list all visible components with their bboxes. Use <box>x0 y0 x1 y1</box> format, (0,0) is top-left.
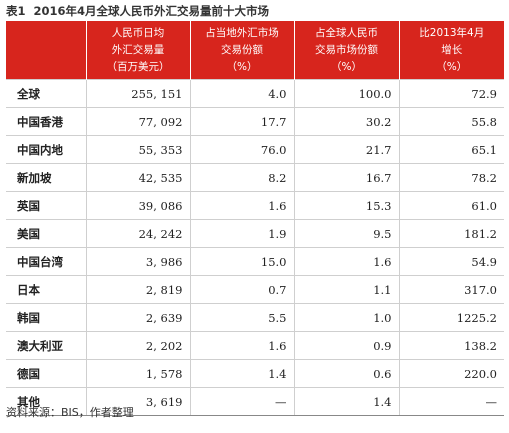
header-line: 增长 <box>441 43 463 56</box>
cell-local-share: 76.0 <box>189 135 294 164</box>
header-line: （%） <box>226 60 258 73</box>
cell-volume: 24, 242 <box>85 219 190 248</box>
cell-local-share: 15.0 <box>189 247 294 276</box>
header-line: （%） <box>331 60 362 73</box>
table-row: 全球 255, 151 4.0 100.0 72.9 <box>6 79 504 108</box>
cell-region: 新加坡 <box>6 163 86 192</box>
cell-volume: 3, 619 <box>85 387 190 416</box>
table-number: 表1 <box>6 4 26 18</box>
cell-growth: 220.0 <box>398 359 504 388</box>
table-row: 新加坡 42, 535 8.2 16.7 78.2 <box>6 163 504 192</box>
cell-local-share: 1.6 <box>189 191 294 220</box>
cell-local-share: 8.2 <box>189 163 294 192</box>
table-row: 澳大利亚 2, 202 1.6 0.9 138.2 <box>6 331 504 360</box>
cell-global-share: 0.6 <box>293 359 399 388</box>
cell-region: 中国台湾 <box>6 247 86 276</box>
cell-region: 中国内地 <box>6 135 86 164</box>
cell-local-share: 4.0 <box>189 79 294 108</box>
table-header-row: 人民币日均 外汇交易量 （百万美元） 占当地外汇市场 交易份额 （%） 占全球人民币 交易市场… <box>6 21 504 80</box>
cell-region: 日本 <box>6 275 86 304</box>
cell-region: 英国 <box>6 191 86 220</box>
cell-growth: 54.9 <box>398 247 504 276</box>
table-caption: 表1 2016年4月全球人民币外汇交易量前十大市场 <box>6 2 269 20</box>
cell-region: 美国 <box>6 219 86 248</box>
cell-growth: — <box>398 387 504 416</box>
table-body: 全球 255, 151 4.0 100.0 72.9 中国香港 77, 092 17.7 30.… <box>6 79 504 416</box>
cell-local-share: 17.7 <box>189 107 294 136</box>
header-line: （百万美元） <box>106 60 170 73</box>
header-line: （%） <box>436 60 468 73</box>
cell-growth: 55.8 <box>398 107 504 136</box>
header-local-share: 占当地外汇市场 交易份额 （%） <box>189 21 294 80</box>
table-row: 中国香港 77, 092 17.7 30.2 55.8 <box>6 107 504 136</box>
cell-local-share: 1.4 <box>189 359 294 388</box>
table-row: 其他 3, 619—1.4— <box>6 387 504 416</box>
header-region <box>6 21 86 80</box>
cell-volume: 2, 202 <box>85 331 190 360</box>
cell-region: 德国 <box>6 359 86 388</box>
cell-local-share: 0.7 <box>189 275 294 304</box>
cell-volume: 39, 086 <box>85 191 190 220</box>
table-row: 德国 1, 578 1.4 0.6 220.0 <box>6 359 504 388</box>
cell-growth: 78.2 <box>398 163 504 192</box>
cell-global-share: 1.1 <box>293 275 399 304</box>
header-growth: 比2013年4月 增长 （%） <box>398 21 504 80</box>
cell-global-share: 1.6 <box>293 247 399 276</box>
header-line: 占全球人民币 <box>315 26 378 39</box>
cell-growth: 1225.2 <box>398 303 504 332</box>
cell-local-share: — <box>189 387 294 416</box>
cell-volume: 2, 819 <box>85 275 190 304</box>
cell-global-share: 21.7 <box>293 135 399 164</box>
cell-growth: 138.2 <box>398 331 504 360</box>
cell-volume: 42, 535 <box>85 163 190 192</box>
cell-global-share: 1.4 <box>293 387 399 416</box>
header-line: 交易市场份额 <box>315 43 378 56</box>
table-row: 英国 39, 086 1.6 15.3 61.0 <box>6 191 504 220</box>
header-line: 外汇交易量 <box>111 43 165 56</box>
table-row: 美国 24, 242 1.9 9.5 181.2 <box>6 219 504 248</box>
header-global-share: 占全球人民币 交易市场份额 （%） <box>293 21 399 80</box>
cell-volume: 77, 092 <box>85 107 190 136</box>
header-line: 人民币日均 <box>111 26 165 39</box>
cell-volume: 255, 151 <box>85 79 190 108</box>
cell-global-share: 16.7 <box>293 163 399 192</box>
cell-volume: 1, 578 <box>85 359 190 388</box>
cell-growth: 61.0 <box>398 191 504 220</box>
cell-local-share: 1.9 <box>189 219 294 248</box>
cell-global-share: 15.3 <box>293 191 399 220</box>
table-title: 2016年4月全球人民币外汇交易量前十大市场 <box>33 4 270 18</box>
table-row: 中国台湾 3, 986 15.0 1.6 54.9 <box>6 247 504 276</box>
cell-global-share: 100.0 <box>293 79 399 108</box>
cell-growth: 65.1 <box>398 135 504 164</box>
table-row: 日本 2, 819 0.7 1.1 317.0 <box>6 275 504 304</box>
header-line: 比2013年4月 <box>419 26 485 39</box>
cell-growth: 72.9 <box>398 79 504 108</box>
cell-region: 中国香港 <box>6 107 86 136</box>
cell-global-share: 9.5 <box>293 219 399 248</box>
cell-region: 澳大利亚 <box>6 331 86 360</box>
source-note: 资料来源：BIS，作者整理 <box>6 406 134 419</box>
header-daily-volume: 人民币日均外汇交易量 （百万美元） <box>85 21 190 80</box>
cell-volume: 55, 353 <box>85 135 190 164</box>
cell-volume: 2, 639 <box>85 303 190 332</box>
cell-region: 全球 <box>6 79 86 108</box>
cell-global-share: 0.9 <box>293 331 399 360</box>
cell-growth: 181.2 <box>398 219 504 248</box>
cell-global-share: 1.0 <box>293 303 399 332</box>
cell-volume: 3, 986 <box>85 247 190 276</box>
header-line: 占当地外汇市场 <box>205 26 279 39</box>
cell-local-share: 5.5 <box>189 303 294 332</box>
header-line: 交易份额 <box>221 43 263 56</box>
cell-region: 韩国 <box>6 303 86 332</box>
cell-local-share: 1.6 <box>189 331 294 360</box>
forex-table: 人民币日均 外汇交易量 （百万美元） 占当地外汇市场 交易份额 （%） 占全球人民币 交易市场… <box>6 21 504 416</box>
cell-global-share: 30.2 <box>293 107 399 136</box>
cell-growth: 317.0 <box>398 275 504 304</box>
cell-region: 其他 <box>6 387 86 416</box>
table-row: 韩国 2, 639 5.5 1.0 1225.2 <box>6 303 504 332</box>
table-row: 中国内地 55, 353 76.0 21.7 65.1 <box>6 135 504 164</box>
